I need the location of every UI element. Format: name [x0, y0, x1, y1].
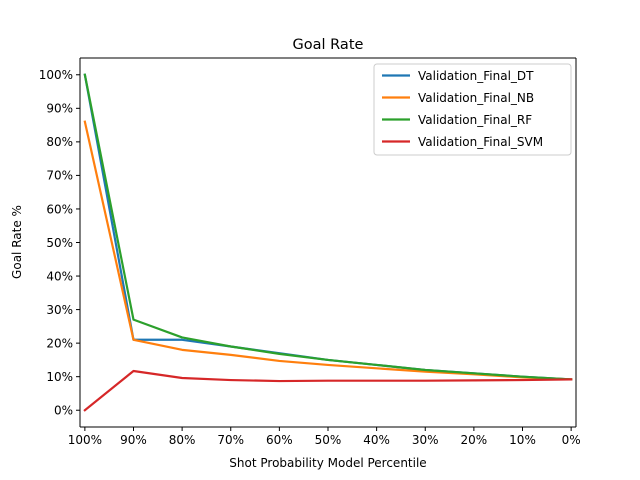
chart-title: Goal Rate	[293, 37, 364, 53]
x-axis-label: Shot Probability Model Percentile	[229, 456, 426, 470]
y-axis-ticks: 0% 10% 20% 30% 40% 50% 60% 70% 80% 90% 100%	[39, 68, 80, 418]
y-tick-label: 30%	[46, 303, 73, 317]
y-tick-label: 0%	[54, 404, 73, 418]
y-tick-label: 100%	[39, 68, 73, 82]
series-lines	[83, 73, 573, 412]
x-axis-ticks: 100% 90% 80% 70% 60% 50% 40% 30% 20% 10% 0%	[68, 427, 581, 447]
legend: Validation_Final_DT Validation_Final_NB Va…	[373, 63, 572, 156]
x-tick-label: 30%	[412, 433, 439, 447]
x-tick-label: 100%	[68, 433, 102, 447]
y-tick-label: 80%	[46, 135, 73, 149]
legend-entries: Validation_Final_DT Validation_Final_NB Va…	[382, 69, 543, 149]
y-tick-label: 90%	[46, 102, 73, 116]
y-tick-label: 20%	[46, 336, 73, 350]
legend-label-1: Validation_Final_DT	[418, 69, 534, 83]
x-tick-label: 50%	[315, 433, 342, 447]
x-tick-label: 20%	[461, 433, 488, 447]
legend-box	[373, 63, 572, 156]
y-tick-label: 10%	[46, 370, 73, 384]
y-axis-label: Goal Rate %	[10, 205, 24, 279]
y-tick-label: 60%	[46, 202, 73, 216]
y-tick-label: 50%	[46, 236, 73, 250]
legend-label-3: Validation_Final_RF	[418, 113, 532, 127]
x-tick-label: 90%	[120, 433, 147, 447]
series-line-3	[83, 73, 573, 381]
y-tick-label: 70%	[46, 169, 73, 183]
x-tick-label: 0%	[562, 433, 581, 447]
x-tick-label: 60%	[266, 433, 293, 447]
y-tick-label: 40%	[46, 269, 73, 283]
x-tick-label: 80%	[169, 433, 196, 447]
x-tick-label: 40%	[363, 433, 390, 447]
legend-label-2: Validation_Final_NB	[418, 91, 534, 105]
series-line-4	[83, 369, 573, 412]
legend-label-4: Validation_Final_SVM	[418, 135, 543, 149]
x-tick-label: 10%	[509, 433, 536, 447]
x-tick-label: 70%	[217, 433, 244, 447]
